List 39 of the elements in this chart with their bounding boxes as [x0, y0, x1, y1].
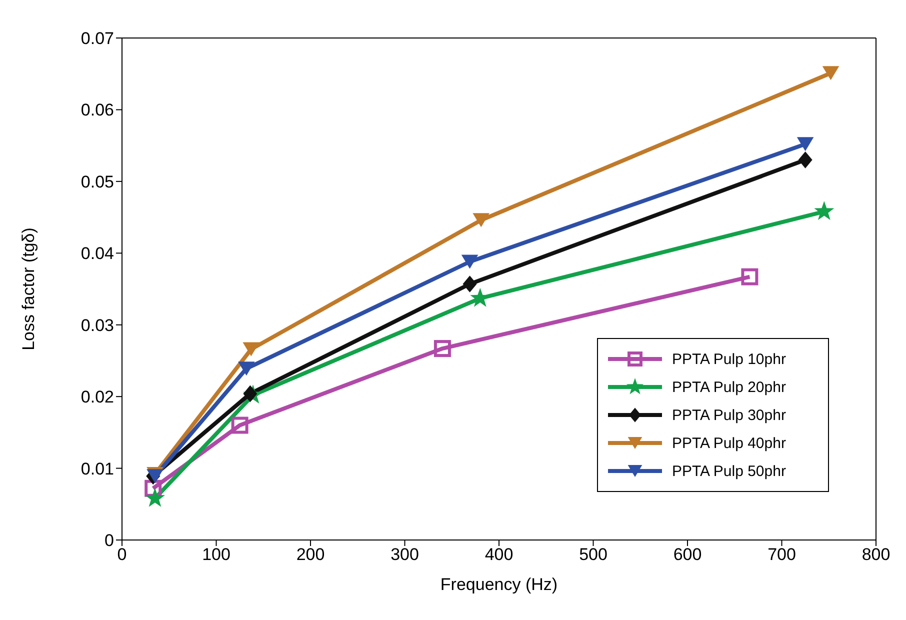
y-tick-label: 0.07 — [80, 29, 114, 48]
x-tick-label: 0 — [117, 545, 127, 564]
point — [145, 488, 165, 507]
y-tick-label: 0.03 — [80, 316, 114, 335]
point — [231, 416, 248, 434]
x-tick-label: 300 — [390, 545, 419, 564]
x-axis-title: Frequency (Hz) — [440, 575, 558, 594]
point — [472, 213, 490, 228]
point — [796, 137, 814, 152]
y-tick-label: 0 — [104, 531, 114, 550]
point — [434, 340, 451, 358]
y-tick-label: 0.02 — [80, 388, 114, 407]
legend-label: PPTA Pulp 20phr — [672, 378, 786, 396]
point — [242, 342, 260, 356]
y-tick-label: 0.05 — [80, 172, 114, 192]
point — [462, 276, 477, 292]
point — [814, 201, 834, 220]
x-tick-label: 600 — [673, 545, 702, 564]
point — [461, 254, 478, 269]
x-tick-label: 200 — [296, 545, 325, 564]
point — [243, 385, 258, 402]
x-tick-label: 400 — [484, 545, 514, 564]
legend-label: PPTA Pulp 40phr — [672, 434, 786, 452]
x-tick-label: 100 — [202, 545, 230, 564]
y-tick-label: 0.01 — [80, 459, 114, 478]
legend-label: PPTA Pulp 10phr — [672, 350, 786, 368]
point — [144, 480, 162, 497]
x-tick-label: 500 — [579, 545, 608, 564]
point — [741, 268, 758, 286]
point — [798, 152, 812, 168]
y-tick-label: 0.06 — [80, 100, 114, 120]
point — [822, 66, 840, 80]
legend-label: PPTA Pulp 30phr — [672, 406, 786, 424]
legend-label: PPTA Pulp 50phr — [672, 462, 786, 480]
x-tick-label: 700 — [768, 545, 796, 564]
y-axis-title: Loss factor (tgδ) — [19, 228, 38, 350]
point — [238, 362, 255, 376]
x-tick-label: 800 — [862, 545, 890, 564]
y-tick-label: 0.04 — [80, 244, 114, 264]
